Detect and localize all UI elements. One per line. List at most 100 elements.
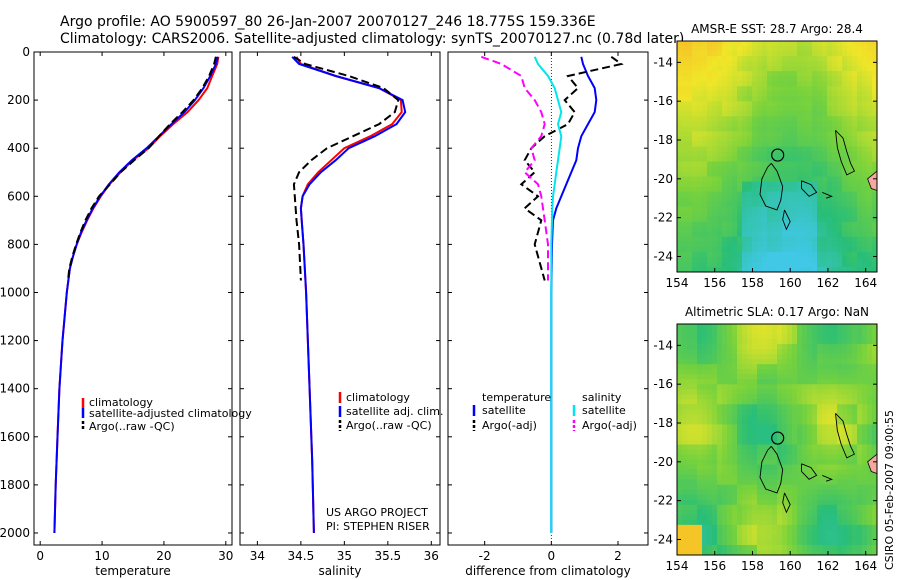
map-cell bbox=[842, 246, 848, 253]
map-cell bbox=[732, 534, 738, 541]
map-cell bbox=[787, 186, 793, 193]
map-cell bbox=[697, 424, 703, 430]
map-cell bbox=[777, 409, 783, 415]
map-cell bbox=[777, 181, 783, 188]
map-cell bbox=[677, 251, 683, 258]
map-cell bbox=[802, 545, 808, 551]
map-cell bbox=[707, 329, 713, 335]
map-cell bbox=[692, 136, 698, 142]
map-cell bbox=[762, 56, 768, 62]
map-cell bbox=[772, 529, 778, 536]
map-cell bbox=[742, 186, 748, 193]
map-cell bbox=[782, 267, 788, 272]
map-cell bbox=[737, 141, 743, 147]
map-cell bbox=[807, 545, 813, 551]
map-cell bbox=[697, 181, 703, 188]
map-cell bbox=[737, 439, 743, 446]
map-cell bbox=[717, 186, 723, 193]
map-cell bbox=[787, 256, 793, 263]
map-cell bbox=[797, 434, 803, 441]
map-cell bbox=[817, 389, 823, 395]
map-cell bbox=[752, 479, 758, 486]
map-cell bbox=[772, 116, 778, 122]
map-cell bbox=[687, 489, 693, 496]
map-cell bbox=[772, 246, 778, 253]
map-cell bbox=[687, 334, 693, 340]
map-cell bbox=[847, 424, 853, 430]
map-cell bbox=[832, 349, 838, 355]
map-cell bbox=[797, 111, 803, 117]
map-cell bbox=[872, 545, 877, 551]
map-cell bbox=[697, 267, 703, 272]
map-cell bbox=[677, 201, 683, 208]
map-cell bbox=[772, 91, 778, 97]
map-cell bbox=[772, 256, 778, 263]
map-cell bbox=[697, 116, 703, 122]
map-cell bbox=[792, 444, 798, 451]
map-cell bbox=[712, 81, 718, 87]
map-cell bbox=[772, 514, 778, 521]
map-cell bbox=[792, 539, 798, 546]
map-cell bbox=[752, 349, 758, 355]
map-cell bbox=[727, 349, 733, 355]
map-cell bbox=[792, 206, 798, 213]
map-cell bbox=[852, 369, 858, 375]
map-cell bbox=[742, 171, 748, 178]
map-cell bbox=[777, 524, 783, 531]
map-cell bbox=[787, 106, 793, 112]
map-cell bbox=[767, 404, 773, 410]
map-cell bbox=[867, 499, 873, 506]
map-cell bbox=[727, 539, 733, 546]
map-cell bbox=[842, 116, 848, 122]
map-cell bbox=[777, 489, 783, 496]
map-cell bbox=[817, 434, 823, 441]
map-cell bbox=[712, 262, 718, 268]
map-frame bbox=[676, 40, 878, 273]
map-cell bbox=[732, 111, 738, 117]
map-cell bbox=[847, 191, 853, 198]
map-cell bbox=[737, 394, 743, 400]
map-cell bbox=[772, 156, 778, 163]
map-cell bbox=[702, 529, 708, 536]
map-cell bbox=[737, 374, 743, 380]
map-cell bbox=[732, 414, 738, 420]
map-cell bbox=[787, 329, 793, 335]
map-cell bbox=[767, 509, 773, 516]
map-cell bbox=[727, 156, 733, 163]
map-cell bbox=[697, 56, 703, 62]
map-cell bbox=[727, 474, 733, 481]
map-cell bbox=[697, 344, 703, 350]
map-cell bbox=[807, 509, 813, 516]
map-cell bbox=[697, 231, 703, 238]
map-cell bbox=[807, 414, 813, 420]
map-cell bbox=[692, 394, 698, 400]
map-cell bbox=[837, 91, 843, 97]
y-tick-label: -14 bbox=[653, 338, 673, 352]
map-cell bbox=[872, 267, 877, 272]
map-cell bbox=[787, 404, 793, 410]
map-cell bbox=[712, 206, 718, 213]
map-cell bbox=[812, 116, 818, 122]
map-cell bbox=[802, 499, 808, 506]
map-cell bbox=[707, 494, 713, 501]
map-cell bbox=[787, 514, 793, 521]
legend-title: temperature bbox=[482, 391, 551, 404]
map-cell bbox=[802, 424, 808, 430]
map-cell bbox=[757, 384, 763, 390]
map-cell bbox=[837, 449, 843, 456]
map-cell bbox=[777, 111, 783, 117]
map-cell bbox=[752, 339, 758, 345]
map-cell bbox=[677, 101, 683, 107]
argo-position-marker bbox=[771, 148, 785, 162]
map-cell bbox=[797, 454, 803, 461]
map-cell bbox=[682, 262, 688, 268]
map-cell bbox=[712, 126, 718, 132]
map-cell bbox=[837, 96, 843, 102]
map-cell bbox=[747, 91, 753, 97]
map-cell bbox=[747, 384, 753, 390]
x-tick-label: 164 bbox=[854, 559, 877, 573]
map-cell bbox=[867, 419, 873, 425]
map-cell bbox=[692, 534, 698, 541]
map-cell bbox=[747, 61, 753, 67]
map-cell bbox=[832, 524, 838, 531]
